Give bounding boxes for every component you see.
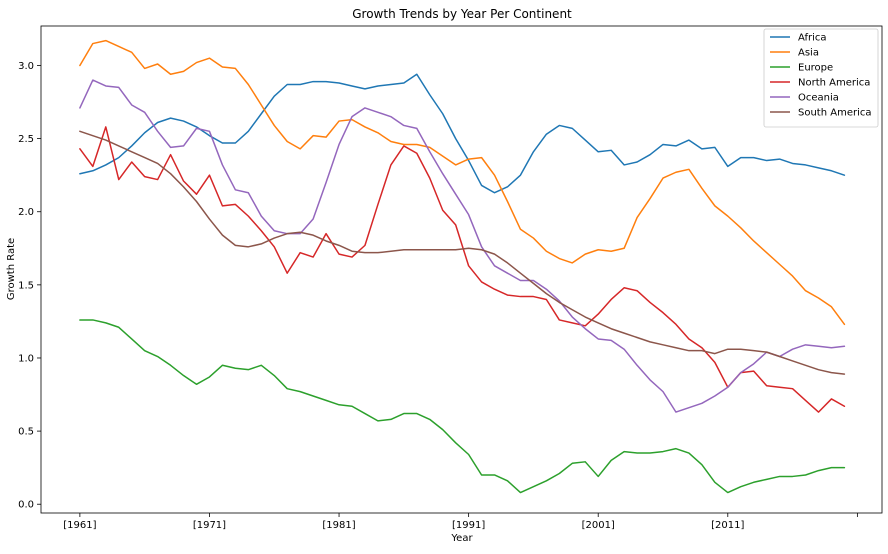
x-tick-label: [1971] bbox=[193, 520, 226, 531]
y-axis-label: Growth Rate bbox=[6, 238, 17, 300]
plot-frame bbox=[40, 25, 883, 514]
y-tick-label: 2.5 bbox=[18, 134, 34, 145]
legend-box bbox=[763, 28, 879, 128]
legend: Africa Asia Europe North America Oceania Sout… bbox=[763, 28, 879, 128]
series-lines bbox=[79, 39, 846, 494]
legend-label: Oceania bbox=[798, 93, 839, 104]
series-line-europe bbox=[79, 319, 846, 494]
x-tick-label: [1961] bbox=[63, 520, 96, 531]
y-tick-label: 3.0 bbox=[18, 61, 34, 72]
legend-label: Asia bbox=[798, 48, 819, 59]
legend-label: Africa bbox=[798, 33, 827, 44]
x-tick-label: [1981] bbox=[322, 520, 355, 531]
x-tick-label: [1991] bbox=[452, 520, 485, 531]
x-tick-label: [2011] bbox=[711, 520, 744, 531]
y-tick-label: 1.0 bbox=[18, 353, 34, 364]
legend-label: North America bbox=[798, 78, 870, 89]
chart-title: Growth Trends by Year Per Continent bbox=[352, 7, 572, 21]
y-tick-label: 0.5 bbox=[18, 427, 34, 438]
y-tick-label: 0.0 bbox=[18, 500, 34, 511]
legend-label: South America bbox=[798, 108, 872, 119]
series-line-oceania bbox=[79, 79, 846, 413]
plot-area bbox=[40, 25, 883, 514]
series-line-south-america bbox=[79, 130, 846, 375]
series-line-north-america bbox=[79, 126, 846, 413]
legend-label: Europe bbox=[798, 63, 833, 74]
series-line-asia bbox=[79, 39, 846, 326]
x-tick-label: [2001] bbox=[582, 520, 615, 531]
y-tick-label: 2.0 bbox=[18, 207, 34, 218]
y-axis: 0.0 0.5 1.0 1.5 2.0 2.5 3.0 bbox=[18, 61, 41, 511]
y-tick-label: 1.5 bbox=[18, 280, 34, 291]
x-axis-label: Year bbox=[450, 533, 473, 544]
series-line-africa bbox=[79, 73, 846, 194]
x-axis: [1961] [1971] [1981] [1991] [2001] [2011] bbox=[63, 513, 858, 531]
